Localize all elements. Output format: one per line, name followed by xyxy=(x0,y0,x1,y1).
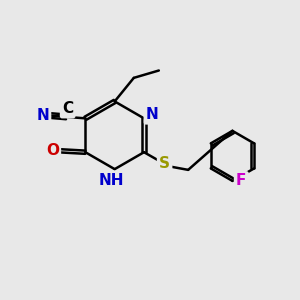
Text: C: C xyxy=(62,101,73,116)
Text: N: N xyxy=(146,107,159,122)
Text: NH: NH xyxy=(99,173,124,188)
Text: N: N xyxy=(36,108,49,123)
Text: F: F xyxy=(236,173,247,188)
Text: O: O xyxy=(46,143,59,158)
Text: S: S xyxy=(159,157,170,172)
